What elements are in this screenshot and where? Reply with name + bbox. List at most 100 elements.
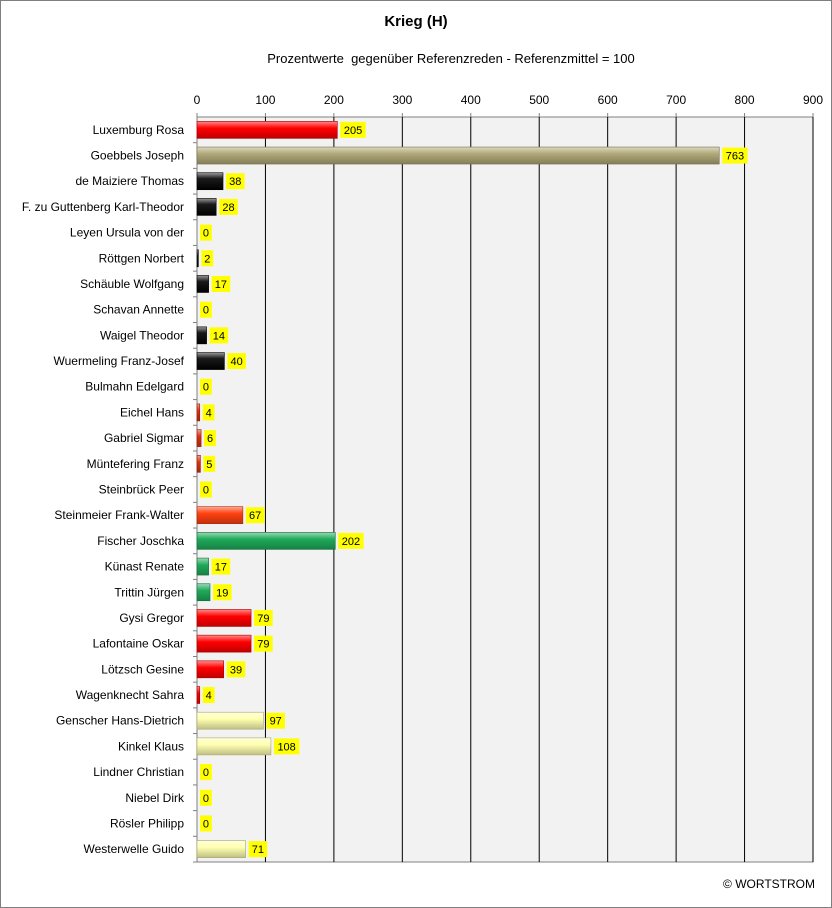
data-label: 0 <box>203 767 209 779</box>
data-label: 67 <box>249 510 261 522</box>
data-label-bg <box>213 584 232 601</box>
category-label: Röttgen Norbert <box>99 251 185 265</box>
data-label: 202 <box>342 536 360 548</box>
category-label: Künast Renate <box>105 560 185 574</box>
category-label: Niebel Dirk <box>125 791 185 805</box>
bar <box>196 609 252 627</box>
x-tick-label: 700 <box>666 93 686 107</box>
bar <box>196 737 272 756</box>
bar <box>196 532 336 550</box>
data-label-bg <box>722 147 748 164</box>
bar <box>196 352 225 370</box>
category-label: Müntefering Franz <box>87 457 184 471</box>
category-label: Westerwelle Guido <box>84 842 185 856</box>
x-tick-label: 900 <box>803 93 823 107</box>
category-label: de Maiziere Thomas <box>76 174 185 188</box>
data-label: 4 <box>206 690 212 702</box>
bar <box>196 840 246 858</box>
x-tick-label: 400 <box>461 93 481 107</box>
data-label-bg <box>219 198 238 215</box>
data-label-bg <box>266 712 285 729</box>
data-label-bg <box>211 275 231 292</box>
category-label: Wagenknecht Sahra <box>76 688 185 702</box>
data-label-bg <box>204 430 216 447</box>
data-label-bg <box>200 301 212 318</box>
data-label: 0 <box>203 305 209 317</box>
data-label-bg <box>200 764 212 781</box>
category-label: Schäuble Wolfgang <box>80 277 184 291</box>
data-label-bg <box>248 841 268 858</box>
data-label-bg <box>211 558 231 575</box>
category-label: Waigel Theodor <box>100 328 184 342</box>
data-label: 97 <box>270 716 282 728</box>
category-label: Bulmahn Edelgard <box>85 380 184 394</box>
data-label-bg <box>226 661 246 678</box>
data-label: 71 <box>252 844 264 856</box>
category-label: Gabriel Sigmar <box>104 431 184 445</box>
category-label: Leyen Ursula von der <box>70 226 184 240</box>
chart-title: Krieg (H) <box>384 13 448 30</box>
data-label-bg <box>254 609 273 626</box>
x-tick-label: 300 <box>392 93 412 107</box>
bar <box>196 686 201 704</box>
data-label-bg <box>202 687 215 704</box>
data-label: 17 <box>215 562 227 574</box>
x-tick-label: 0 <box>194 93 201 107</box>
category-label: Eichel Hans <box>120 405 184 419</box>
category-label: Goebbels Joseph <box>91 149 184 163</box>
data-label-bg <box>200 789 212 806</box>
category-label: Kinkel Klaus <box>118 739 184 753</box>
data-label: 0 <box>203 382 209 394</box>
data-label-bg <box>254 635 273 652</box>
data-label: 6 <box>207 433 213 445</box>
bar <box>196 711 264 730</box>
data-label-bg <box>200 815 212 832</box>
data-label-bg <box>338 532 364 549</box>
category-label: Rösler Philipp <box>110 816 184 830</box>
category-label: Steinbrück Peer <box>99 483 184 497</box>
data-label: 17 <box>215 279 227 291</box>
data-label: 0 <box>203 793 209 805</box>
data-label: 19 <box>216 587 228 599</box>
data-label: 39 <box>230 664 242 676</box>
data-label-bg <box>273 738 300 755</box>
category-label: Lötzsch Gesine <box>101 662 184 676</box>
bar <box>196 198 217 216</box>
bar <box>196 249 199 268</box>
bar <box>196 172 224 191</box>
data-label-bg <box>200 481 212 498</box>
data-label-bg <box>200 224 212 241</box>
data-label: 5 <box>206 459 212 471</box>
category-label: Lafontaine Oskar <box>93 637 184 651</box>
data-label-bg <box>227 353 246 370</box>
bar <box>196 634 252 653</box>
bar <box>196 660 224 679</box>
category-label: F. zu Guttenberg Karl-Theodor <box>22 200 184 214</box>
data-label-bg <box>226 173 245 190</box>
category-label: Schavan Annette <box>93 303 184 317</box>
data-label: 79 <box>257 613 269 625</box>
x-tick-label: 100 <box>255 93 275 107</box>
data-label-bg <box>340 121 366 138</box>
bar <box>196 583 211 602</box>
data-label-bg <box>200 378 212 395</box>
x-tick-label: 500 <box>529 93 549 107</box>
bar <box>196 275 209 293</box>
data-label: 2 <box>204 253 210 265</box>
category-label: Trittin Jürgen <box>114 585 184 599</box>
data-label: 0 <box>203 818 209 830</box>
data-label-bg <box>202 404 215 421</box>
data-label-bg <box>245 507 265 524</box>
data-label: 4 <box>206 407 212 419</box>
category-label: Wuermeling Franz-Josef <box>54 354 185 368</box>
category-label: Lindner Christian <box>93 765 184 779</box>
category-label: Steinmeier Frank-Walter <box>54 508 184 522</box>
plot-area <box>196 116 814 863</box>
data-label: 205 <box>344 125 362 137</box>
bar <box>196 146 720 165</box>
category-label: Gysi Gregor <box>119 611 184 625</box>
category-label: Luxemburg Rosa <box>93 123 185 137</box>
data-label: 0 <box>203 485 209 497</box>
